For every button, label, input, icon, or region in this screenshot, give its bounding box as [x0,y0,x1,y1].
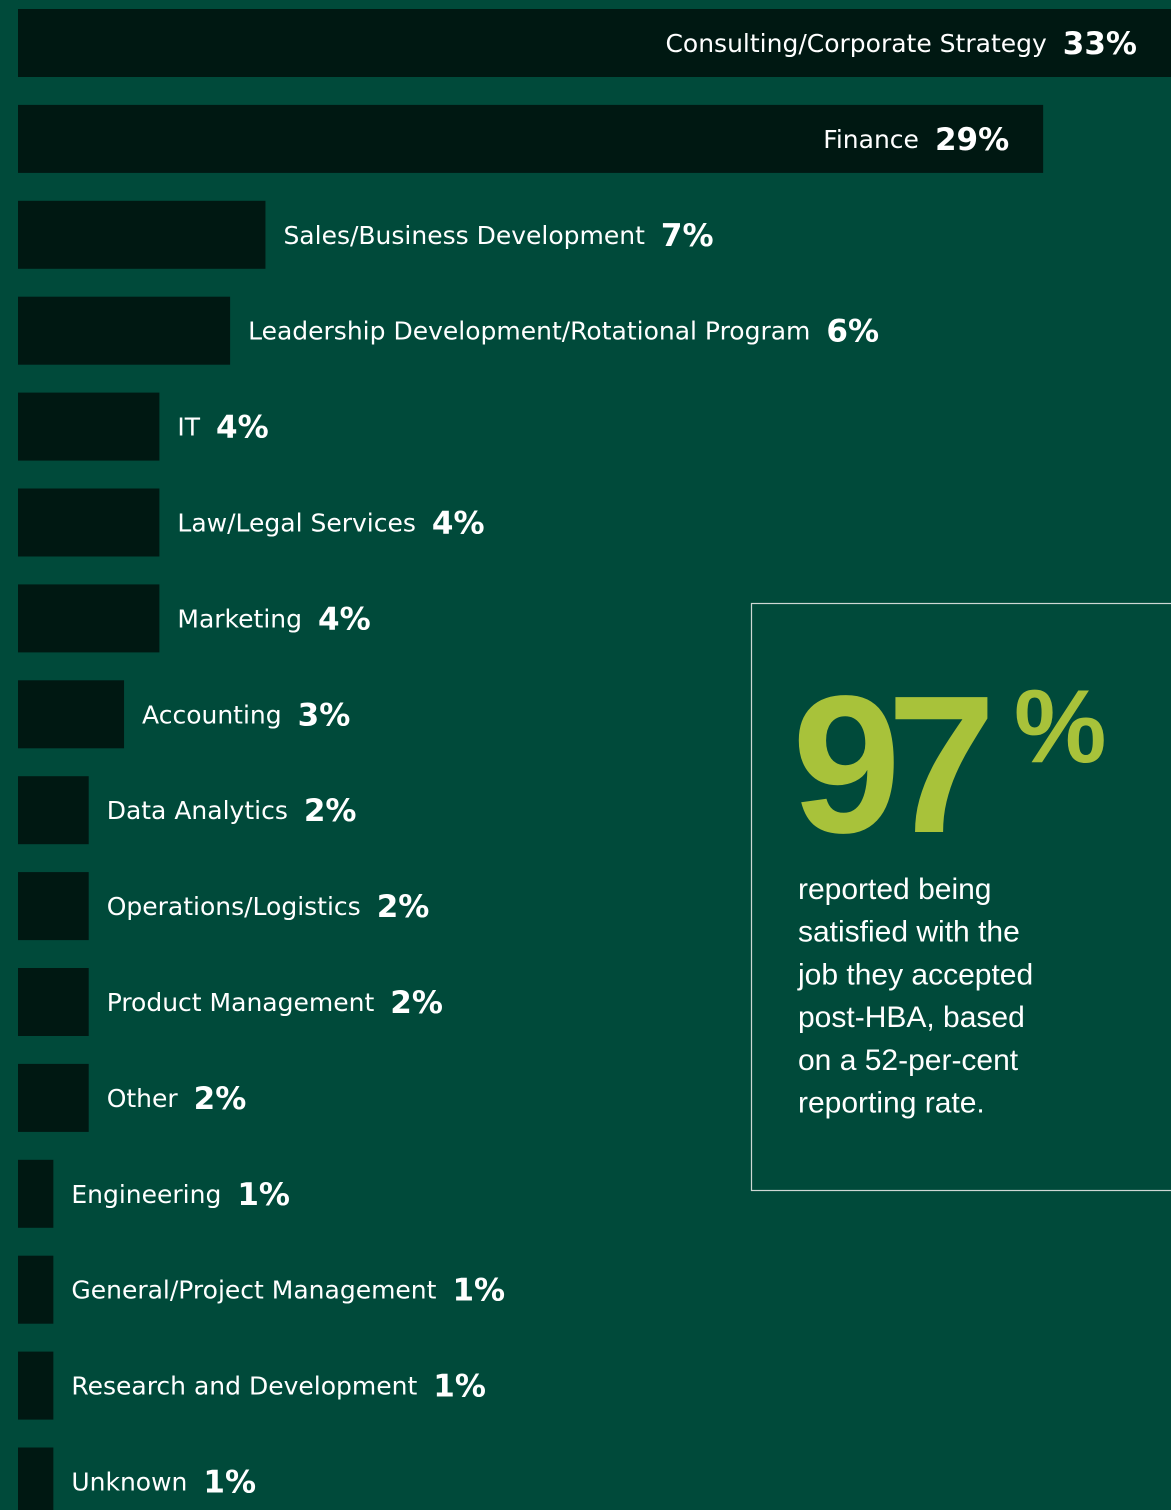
bar-label: Operations/Logistics 2% [107,889,430,925]
category-label: Operations/Logistics [107,892,361,921]
bar [18,296,231,365]
value-label: 1% [452,1272,505,1308]
category-label: Marketing [177,604,302,633]
category-label: Engineering [71,1180,221,1209]
category-label: Sales/Business Development [283,221,645,250]
bar-label: Product Management 2% [107,985,443,1021]
callout-number: 97 [792,655,988,874]
bar [18,584,160,653]
category-label: Leadership Development/Rotational Progra… [248,317,810,346]
bar [18,1159,54,1228]
category-label: Unknown [71,1468,187,1497]
bar [18,680,125,749]
category-label: Finance [823,125,919,154]
callout-text: reported being [798,873,991,906]
value-label: 1% [433,1368,486,1404]
callout-text: reporting rate. [798,1087,985,1120]
bar [18,1063,89,1132]
category-label: Product Management [107,988,375,1017]
value-label: 6% [826,313,879,349]
bar-label: Engineering 1% [71,1176,290,1212]
value-label: 2% [390,985,443,1021]
value-label: 29% [935,121,1009,157]
value-label: 4% [216,409,269,445]
value-label: 1% [203,1464,256,1500]
bar-label: General/Project Management 1% [71,1272,505,1308]
category-label: Research and Development [71,1372,417,1401]
bar [18,488,160,557]
category-label: Accounting [142,700,282,729]
category-label: Consulting/Corporate Strategy [665,29,1047,58]
bar [18,1351,54,1420]
bar-label: Research and Development 1% [71,1368,486,1404]
value-label: 4% [318,601,371,637]
bar-label: Leadership Development/Rotational Progra… [248,313,879,349]
callout-text: satisfied with the [798,916,1020,949]
value-label: 3% [298,697,351,733]
bar [18,776,89,845]
value-label: 33% [1063,26,1137,62]
bar-label: Marketing 4% [177,601,370,637]
bar [18,968,89,1036]
callout-text: on a 52-per-cent [798,1044,1019,1077]
category-label: Law/Legal Services [177,509,416,538]
value-label: 1% [237,1176,290,1212]
bar [18,104,1044,173]
bar-label: Data Analytics 2% [107,793,357,829]
bar-label: Finance 29% [823,121,1009,157]
bar-label: Consulting/Corporate Strategy 33% [665,26,1137,62]
bar [18,9,1171,77]
bar-label: IT 4% [177,409,268,445]
bar [18,200,266,269]
callout-box [750,602,1171,1192]
bar-label: Sales/Business Development 7% [283,217,713,253]
bar-label: Other 2% [107,1080,247,1116]
callout-text: post-HBA, based [798,1001,1025,1034]
bar-label: Law/Legal Services 4% [177,505,484,541]
category-label: Data Analytics [107,796,288,825]
value-label: 7% [661,217,714,253]
bar-label: Accounting 3% [142,697,350,733]
category-label: IT [177,413,200,442]
value-label: 2% [304,793,357,829]
value-label: 4% [432,505,485,541]
value-label: 2% [194,1080,247,1116]
bar [18,392,160,461]
bar-label: Unknown 1% [71,1464,256,1500]
value-label: 2% [377,889,430,925]
callout-unit: % [1014,669,1106,785]
category-label: Other [107,1084,179,1113]
bar [18,1447,54,1510]
bar [18,872,89,941]
category-label: General/Project Management [71,1276,436,1305]
bar [18,1255,54,1324]
callout-text: job they accepted [797,958,1033,991]
